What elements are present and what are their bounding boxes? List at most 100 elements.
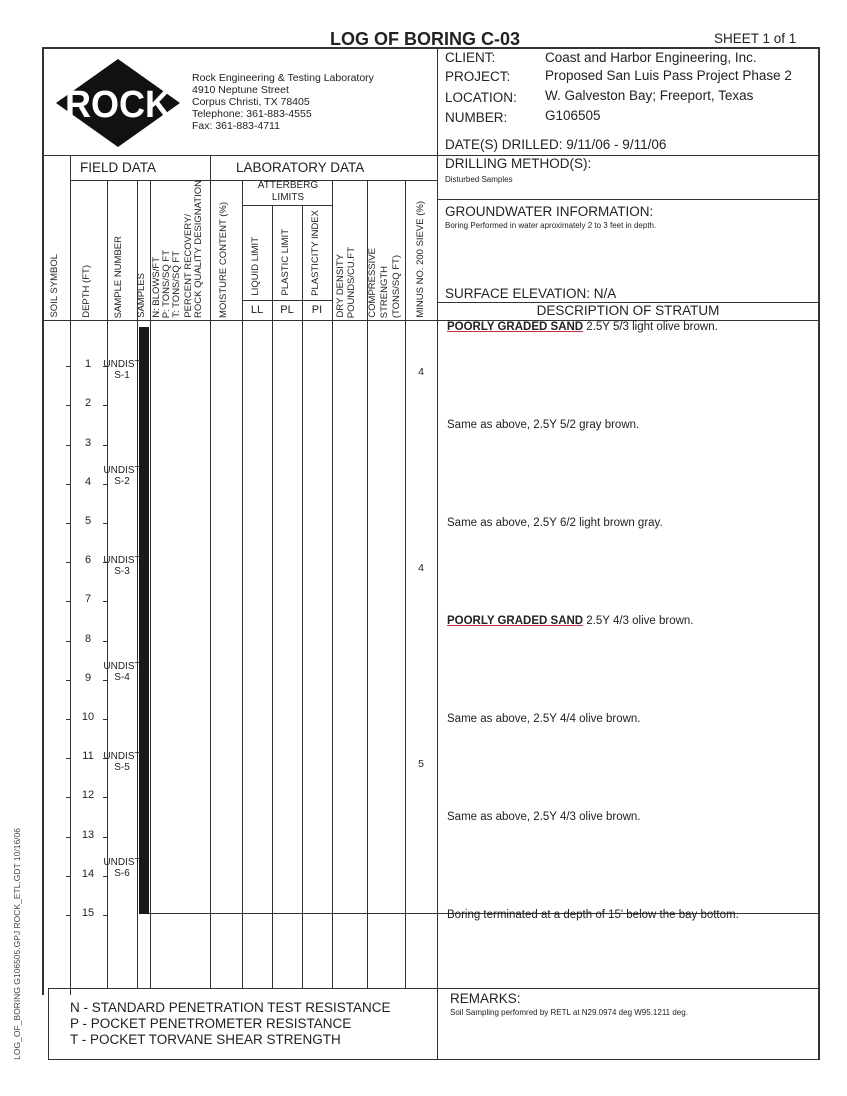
depth-tick (66, 483, 71, 485)
depth-tick (103, 875, 108, 877)
laboratory-data-header: LABORATORY DATA (236, 160, 365, 175)
minus-200-value: 4 (418, 366, 424, 379)
company-city: Corpus Christi, TX 78405 (192, 96, 310, 108)
depth-tick (103, 523, 108, 524)
plasticity-index-header: PLASTICITY INDEX (310, 210, 321, 296)
dry-density-units: POUNDS/CU.FT (346, 246, 357, 318)
stratum-description: POORLY GRADED SAND 2.5Y 5/3 light olive … (447, 321, 718, 333)
strength-units: (TONS/SQ FT) (391, 254, 402, 318)
depth-tick (103, 366, 108, 368)
depth-tick (103, 679, 108, 681)
soil-type: POORLY GRADED SAND (447, 321, 584, 333)
depth-tick (66, 758, 71, 760)
svg-text:ROCK: ROCK (65, 84, 172, 126)
depth-tick (103, 562, 108, 564)
stratum-description: POORLY GRADED SAND 2.5Y 4/3 olive brown. (447, 615, 694, 627)
dry-density-header: DRY DENSITY (335, 254, 346, 318)
depth-label: 6 (84, 554, 92, 567)
sample-id: S-3 (114, 566, 130, 578)
page-title: LOG OF BORING C-03 (330, 29, 521, 49)
minus-200-value: 5 (418, 758, 424, 771)
sample-type: UNDIST (103, 857, 141, 869)
depth-tick (103, 444, 108, 446)
depth-label: 10 (81, 711, 95, 723)
depth-label: 4 (84, 475, 92, 488)
remarks-text: Soil Sampling perfomred by RETL at N29.0… (450, 1008, 688, 1017)
plastic-limit-header: PLASTIC LIMIT (280, 229, 291, 296)
location-label: LOCATION: (445, 90, 517, 105)
sample-id: S-5 (114, 762, 130, 774)
sample-label: UNDIST S-6 (102, 857, 142, 879)
soil-color: 2.5Y 5/3 light olive brown. (583, 321, 718, 333)
description-header: DESCRIPTION OF STRATUM (536, 303, 720, 318)
soil-color: Boring terminated at a depth of 15' belo… (447, 909, 739, 921)
depth-header: DEPTH (FT) (81, 265, 92, 318)
depth-label: 12 (81, 789, 95, 802)
sample-type: UNDIST (103, 555, 141, 567)
legend: N - STANDARD PENETRATION TEST RESISTANCE… (70, 1000, 391, 1048)
depth-tick (66, 366, 71, 368)
depth-label: 1 (84, 358, 92, 371)
legend-n: N - STANDARD PENETRATION TEST RESISTANCE (70, 1000, 391, 1015)
company-telephone: Telephone: 361-883-4555 (192, 108, 312, 120)
depth-tick (103, 405, 108, 407)
sheet-number: SHEET 1 of 1 (714, 31, 797, 46)
project-value: Proposed San Luis Pass Project Phase 2 (545, 68, 792, 83)
stratum-description: Same as above, 2.5Y 5/2 gray brown. (447, 419, 639, 431)
sample-type: UNDIST (103, 465, 141, 477)
ll-abbr: LL (250, 304, 264, 316)
client-value: Coast and Harbor Engineering, Inc. (545, 50, 757, 65)
stratum-description: Same as above, 2.5Y 4/3 olive brown. (447, 811, 641, 823)
sample-number-header: SAMPLE NUMBER (113, 235, 124, 318)
sample-label: UNDIST S-3 (102, 555, 142, 577)
sample-label: UNDIST S-2 (102, 465, 142, 487)
groundwater-label: GROUNDWATER INFORMATION: (445, 204, 654, 219)
minus-200-value: 4 (418, 562, 424, 575)
depth-tick (103, 758, 108, 760)
stratum-description: Same as above, 2.5Y 4/4 olive brown. (447, 713, 641, 725)
depth-tick (103, 836, 108, 838)
depth-tick (66, 444, 71, 446)
depth-tick (103, 640, 108, 642)
liquid-limit-header: LIQUID LIMIT (250, 237, 261, 296)
groundwater-value: Boring Performed in water aproximately 2… (445, 221, 657, 230)
project-label: PROJECT: (445, 69, 511, 84)
depth-tick (66, 523, 71, 524)
company-fax: Fax: 361-883-4711 (192, 120, 280, 132)
sample-type: UNDIST (103, 661, 141, 673)
legend-t: T - POCKET TORVANE SHEAR STRENGTH (70, 1032, 341, 1047)
samples-header: SAMPLES (136, 273, 147, 318)
pl-abbr: PL (280, 304, 294, 316)
depth-tick (66, 601, 71, 603)
depth-label: 3 (84, 436, 92, 449)
samples-bar (139, 327, 149, 914)
soil-color: Same as above, 2.5Y 4/3 olive brown. (447, 811, 641, 823)
depth-label: 11 (82, 750, 94, 763)
sample-type: UNDIST (103, 359, 141, 371)
depth-tick (103, 915, 108, 916)
pi-abbr: PI (311, 304, 323, 316)
depth-label: 5 (84, 515, 92, 527)
sample-id: S-1 (114, 370, 130, 382)
depth-tick (66, 562, 71, 564)
depth-label: 2 (84, 397, 92, 410)
legend-p: P - POCKET PENETROMETER RESISTANCE (70, 1016, 352, 1031)
sample-id: S-4 (114, 672, 130, 684)
stratum-description: Boring terminated at a depth of 15' belo… (447, 909, 739, 921)
company-info: Rock Engineering & Testing Laboratory 49… (192, 72, 374, 132)
rqd-header: ROCK QUALITY DESIGNATION (193, 180, 204, 318)
soil-color: Same as above, 2.5Y 6/2 light brown gray… (447, 517, 663, 529)
torvane-header: T: TONS/SQ FT (171, 251, 182, 318)
depth-tick (66, 679, 71, 681)
minus-200-header: MINUS NO. 200 SIEVE (%) (415, 201, 426, 318)
number-label: NUMBER: (445, 110, 508, 125)
client-label: CLIENT: (445, 50, 496, 65)
depth-tick (103, 483, 108, 485)
soil-type: POORLY GRADED SAND (447, 615, 584, 627)
soil-symbol-header: SOIL SYMBOL (49, 254, 60, 318)
depth-tick (103, 797, 108, 799)
sample-label: UNDIST S-4 (102, 661, 142, 683)
location-value: W. Galveston Bay; Freeport, Texas (545, 88, 754, 103)
sample-label: UNDIST S-5 (102, 751, 142, 773)
soil-color: 2.5Y 4/3 olive brown. (583, 615, 694, 627)
